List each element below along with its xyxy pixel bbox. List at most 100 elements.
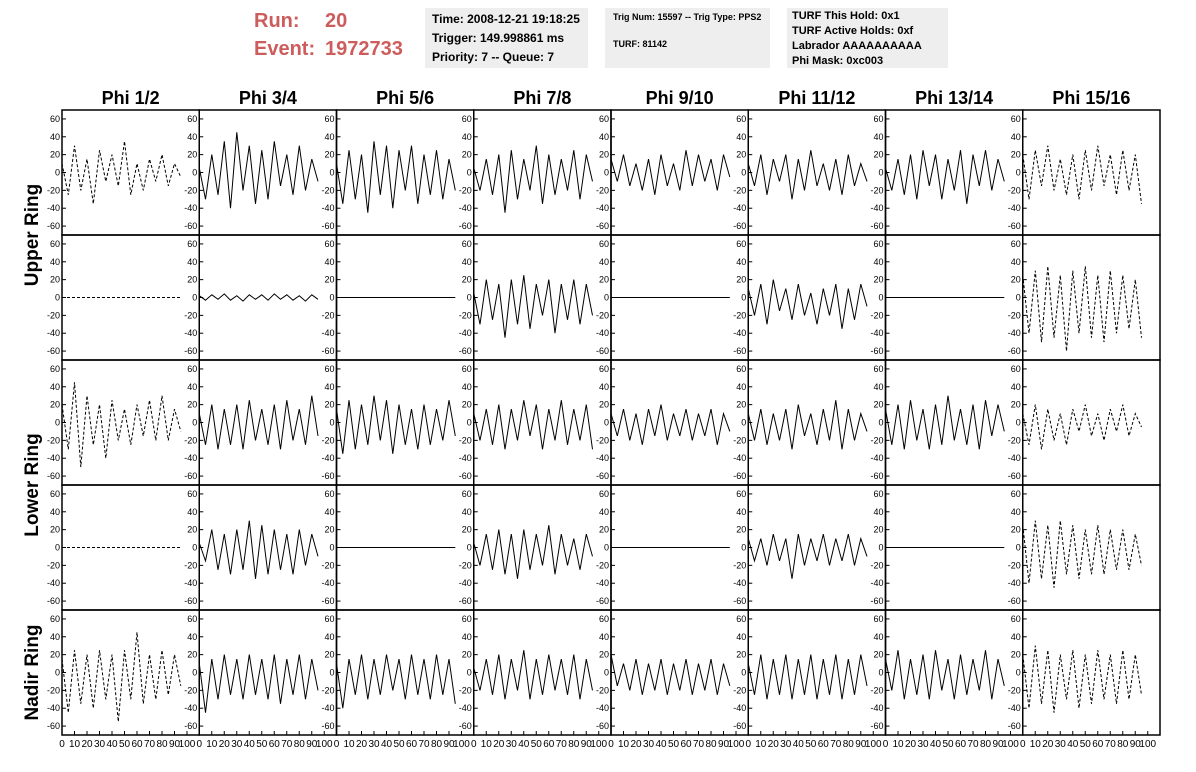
y-tick-label: -20 [596,685,609,695]
y-tick-label: -20 [870,310,883,320]
run-value: 20 [325,10,348,32]
x-tick-label: 10 [343,739,355,750]
x-tick-label: 90 [992,739,1004,750]
x-tick-label: 0 [745,739,751,750]
y-tick-label: -40 [321,453,334,463]
y-tick-label: -20 [733,560,746,570]
y-tick-label: 60 [50,114,60,124]
labrador: Labrador AAAAAAAAAA [792,40,922,52]
y-tick-label: -60 [870,221,883,231]
y-tick-label: 40 [462,632,472,642]
y-tick-label: 60 [1011,239,1021,249]
y-tick-label: -20 [184,185,197,195]
x-tick-label: 90 [306,739,318,750]
y-tick-label: 60 [1011,614,1021,624]
y-tick-label: 20 [50,400,60,410]
x-tick-label: 70 [830,739,842,750]
y-tick-label: 60 [873,489,883,499]
panel-frame [473,359,612,486]
panel-frame [335,109,475,236]
y-tick-label: -60 [870,596,883,606]
y-tick-label: 0 [329,293,334,303]
ring-label: Nadir Ring [22,624,43,720]
panel-frame [1022,234,1161,361]
y-tick-label: 40 [599,382,609,392]
y-tick-label: 20 [599,525,609,535]
x-tick-label: 30 [643,739,655,750]
waveform [747,533,868,579]
x-tick-label: 90 [443,739,455,750]
y-tick-label: -40 [733,453,746,463]
column-title: Phi 9/10 [646,88,714,108]
y-tick-label: 60 [462,114,472,124]
y-tick-label: -40 [596,703,609,713]
panel-frame [610,609,749,736]
y-tick-label: 60 [1011,489,1021,499]
y-tick-label: -60 [184,221,197,231]
waveform [473,525,593,579]
y-tick-label: -40 [184,578,197,588]
waveform [610,404,731,445]
y-tick-label: 60 [462,364,472,374]
x-tick-label: 50 [668,739,680,750]
y-tick-label: -60 [321,596,334,606]
waveform [885,150,1005,204]
y-tick-label: 0 [467,543,472,553]
y-tick-label: 40 [736,507,746,517]
y-tick-label: 0 [741,543,746,553]
y-tick-label: 60 [187,614,197,624]
y-tick-label: -20 [733,185,746,195]
trigger: Trigger: 149.998861 ms [432,31,565,45]
y-tick-label: 20 [324,650,334,660]
y-tick-label: 60 [599,489,609,499]
y-tick-label: -60 [47,346,60,356]
y-tick-label: 0 [878,168,883,178]
y-tick-label: -40 [47,578,60,588]
waveform [336,395,456,454]
x-tick-label: 80 [705,739,717,750]
y-tick-label: 60 [599,114,609,124]
y-tick-label: -40 [870,578,883,588]
panel-frame [1022,609,1161,736]
y-tick-label: 40 [462,507,472,517]
ring-label: Lower Ring [22,433,43,536]
y-tick-label: -60 [596,471,609,481]
x-tick-label: 40 [655,739,667,750]
waveform [885,395,1005,450]
y-tick-label: 40 [1011,382,1021,392]
x-tick-label: 80 [294,739,306,750]
y-tick-label: 60 [462,489,472,499]
y-tick-label: 60 [736,614,746,624]
y-tick-label: -60 [596,596,609,606]
y-tick-label: -60 [47,596,60,606]
y-tick-label: -60 [733,471,746,481]
x-tick-label: 0 [59,739,65,750]
y-tick-label: 20 [1011,650,1021,660]
y-tick-label: -60 [1008,346,1021,356]
x-tick-label: 100 [590,739,607,750]
y-tick-label: 20 [50,150,60,160]
y-tick-label: -20 [596,310,609,320]
x-tick-label: 40 [381,739,393,750]
y-tick-label: 60 [462,239,472,249]
x-tick-label: 40 [106,739,118,750]
y-tick-label: 20 [50,275,60,285]
waveform [747,279,868,329]
trig-num: Trig Num: 15597 -- Trig Type: PPS2 [613,12,762,22]
x-tick-label: 70 [693,739,705,750]
y-tick-label: 40 [50,257,60,267]
y-tick-label: 40 [873,632,883,642]
y-tick-label: 60 [599,364,609,374]
y-tick-label: 40 [599,257,609,267]
x-tick-label: 50 [119,739,131,750]
y-tick-label: -40 [1008,203,1021,213]
waveform [61,141,182,204]
y-tick-label: 20 [324,400,334,410]
y-tick-label: -60 [459,471,472,481]
waveform [1022,145,1142,204]
y-tick-label: -20 [184,435,197,445]
y-tick-label: 40 [599,132,609,142]
y-tick-label: 40 [462,382,472,392]
event-label: Event: [254,38,316,60]
x-tick-label: 40 [1067,739,1079,750]
